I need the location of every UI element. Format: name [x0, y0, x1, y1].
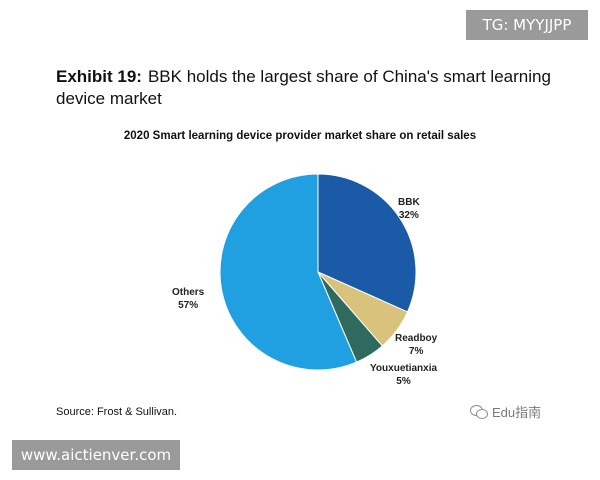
wechat-label: Edu指南 [492, 405, 542, 420]
watermark-url: www.aictienver.com [12, 440, 180, 470]
slice-name: Readboy [395, 333, 438, 344]
slice-value: 32% [398, 210, 419, 221]
slice-value: 5% [396, 376, 411, 387]
watermark-telegram: TG: MYYJJPP [466, 10, 588, 40]
exhibit-title: Exhibit 19: BBK holds the largest share o… [56, 66, 556, 110]
exhibit-label: Exhibit 19: [56, 67, 142, 86]
chart-title: 2020 Smart learning device provider mark… [123, 130, 477, 142]
pie-slice-others [219, 173, 358, 371]
exhibit-heading: BBK holds the largest share of China's s… [56, 67, 551, 108]
slice-value: 57% [178, 300, 199, 311]
slice-label-readboy: Readboy 7% [395, 332, 437, 358]
wechat-icon [470, 404, 488, 419]
slice-name: Youxuetianxia [370, 363, 438, 374]
slice-label-others: Others 57% [172, 286, 204, 312]
slice-name: BBK [398, 197, 420, 208]
slice-label-youxuetianxia: Youxuetianxia 5% [370, 362, 437, 388]
slice-value: 7% [408, 346, 424, 357]
wechat-watermark: Edu指南 [470, 402, 541, 421]
slice-label-bbk: BBK 32% [398, 196, 420, 222]
source-note: Source: Frost & Sullivan. [56, 406, 178, 418]
slice-name: Others [172, 287, 205, 298]
pie-slice-bbk [317, 173, 417, 313]
